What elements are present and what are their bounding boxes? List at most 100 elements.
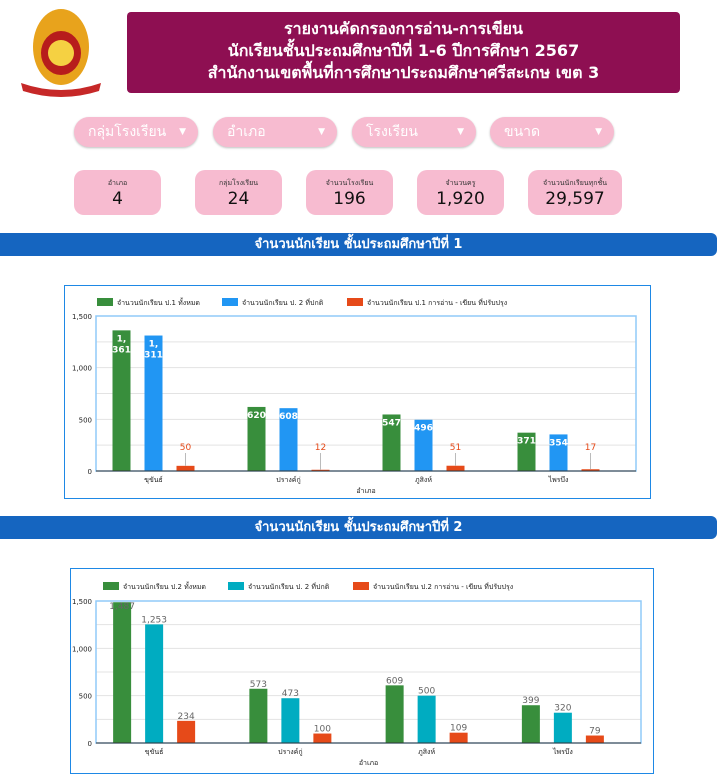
filter-district[interactable]: อำเภอ ▼ [213,117,337,147]
stat-value: 4 [112,189,123,209]
bar [549,434,568,471]
data-label: 50 [180,443,192,453]
x-tick-label: ไพรบึง [548,475,569,484]
stat-schools: จำนวนโรงเรียน 196 [306,170,393,215]
bar [446,465,465,471]
office-logo [15,5,107,97]
bar [313,733,332,743]
stat-districts: อำเภอ 4 [74,170,161,215]
section-header-p1: จำนวนนักเรียน ชั้นประถมศึกษาปีที่ 1 [0,233,717,256]
data-label: 79 [589,727,601,737]
chevron-down-icon: ▼ [457,127,464,137]
stat-value: 29,597 [545,189,605,209]
stat-label: อำเภอ [107,179,128,187]
legend-label: จำนวนนักเรียน ป. 2 ที่ปกติ [242,298,324,307]
chevron-down-icon: ▼ [318,127,325,137]
data-label: 109 [450,724,467,734]
bar [113,602,132,743]
title-line-1: รายงานคัดกรองการอ่าน-การเขียน [284,19,523,38]
bar [553,712,572,743]
legend-swatch [228,582,244,590]
bar [382,414,401,471]
data-label: 51 [450,443,461,453]
data-label: 500 [418,687,435,697]
stat-value: 24 [227,189,250,209]
y-tick-label: 1,500 [72,598,92,606]
data-label: 371 [517,437,536,447]
data-label: 1, [149,340,159,350]
title-line-2: นักเรียนชั้นประถมศึกษาปีที่ 1-6 ปีการศึก… [227,41,580,60]
section-header-p2: จำนวนนักเรียน ชั้นประถมศึกษาปีที่ 2 [0,516,717,539]
data-label: 1, [117,334,127,344]
legend-swatch [222,298,238,306]
chart-p2: จำนวนนักเรียน ป.2 ทั้งหมด จำนวนนักเรียน ป… [70,568,654,774]
legend-swatch [97,298,113,306]
stat-value: 1,920 [436,189,485,209]
stat-label: จำนวนครู [445,179,476,187]
filter-label: โรงเรียน [366,124,418,140]
data-label: 609 [386,676,403,686]
x-tick-label: ขุขันธ์ [144,476,163,484]
y-tick-label: 1,000 [72,365,92,373]
bar [417,695,436,743]
stat-students: จำนวนนักเรียนทุกชั้น 29,597 [528,170,622,215]
x-axis-title: อำเภอ [359,759,378,767]
legend-label: จำนวนนักเรียน ป.1 การอ่าน - เขียน ที่ปรั… [367,298,507,307]
bar [311,469,330,471]
bar [247,406,266,471]
data-label: 361 [112,345,131,355]
filter-school[interactable]: โรงเรียน ▼ [352,117,476,147]
chart-p1: จำนวนนักเรียน ป.1 ทั้งหมด จำนวนนักเรียน ป… [64,285,651,499]
data-label: 17 [585,443,596,453]
y-tick-label: 500 [79,416,92,424]
y-tick-label: 1,000 [72,645,92,653]
x-tick-label: ไพรบึง [552,747,573,756]
data-label: 354 [549,438,568,448]
bar [585,735,604,743]
stat-teachers: จำนวนครู 1,920 [417,170,504,215]
x-tick-label: ภูสิงห์ [415,476,432,484]
x-tick-label: ปรางค์กู่ [278,748,302,756]
data-label: 1,487 [109,602,135,612]
report-title-banner: รายงานคัดกรองการอ่าน-การเขียน นักเรียนชั… [127,12,680,93]
bar [177,720,196,743]
bar [281,698,300,743]
filter-label: ขนาด [504,124,541,140]
y-tick-label: 0 [88,468,92,476]
y-tick-label: 1,500 [72,313,92,321]
data-label: 100 [314,725,331,735]
legend-swatch [347,298,363,306]
data-label: 12 [315,443,326,453]
x-tick-label: ขุขันธ์ [145,748,164,756]
bar [249,688,268,743]
y-tick-label: 0 [88,740,92,748]
data-label: 311 [144,351,163,361]
data-label: 573 [250,680,267,690]
bar [449,732,468,743]
legend-swatch [103,582,119,590]
legend-label: จำนวนนักเรียน ป. 2 ที่ปกติ [248,582,330,591]
stat-school-groups: กลุ่มโรงเรียน 24 [195,170,282,215]
stat-label: จำนวนนักเรียนทุกชั้น [543,179,607,187]
legend-label: จำนวนนักเรียน ป.1 ทั้งหมด [117,296,200,307]
bar [581,469,600,471]
y-tick-label: 500 [79,693,92,701]
filter-school-group[interactable]: กลุ่มโรงเรียน ▼ [74,117,198,147]
x-axis-title: อำเภอ [356,487,375,495]
data-label: 234 [178,712,195,722]
bar [176,465,195,471]
data-label: 608 [279,412,298,422]
chevron-down-icon: ▼ [595,127,602,137]
legend-label: จำนวนนักเรียน ป.2 การอ่าน - เขียน ที่ปรั… [373,582,513,591]
bar [279,408,298,471]
chevron-down-icon: ▼ [179,127,186,137]
data-label: 320 [554,704,571,714]
filter-size[interactable]: ขนาด ▼ [490,117,614,147]
stat-label: กลุ่มโรงเรียน [218,179,259,187]
data-label: 547 [382,418,401,428]
data-label: 496 [414,424,433,434]
bar [145,624,164,743]
bar [414,419,433,471]
bar [521,705,540,743]
legend-swatch [353,582,369,590]
